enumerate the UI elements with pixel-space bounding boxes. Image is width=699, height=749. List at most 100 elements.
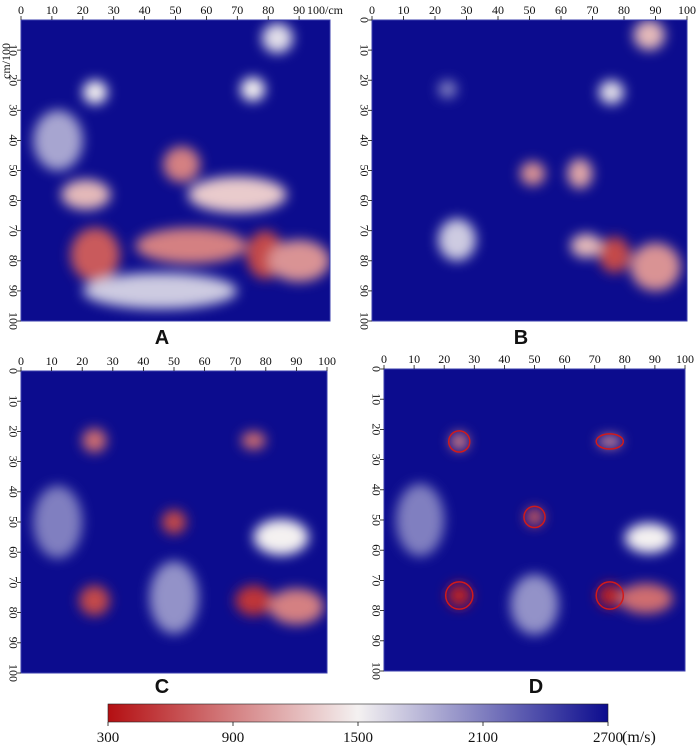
x-tick-label: 90: [650, 3, 662, 17]
y-axis-unit-label: cm/100: [0, 43, 13, 79]
x-tick-label: 90: [649, 352, 661, 366]
y-tick-label: 20: [357, 74, 371, 86]
highlight-circle: [595, 581, 625, 610]
panel-label-d: D: [529, 676, 543, 698]
panel-d-field: [396, 432, 673, 635]
x-tick-label: 0: [369, 3, 375, 17]
velocity-anomaly: [450, 432, 469, 451]
panel-c: 0 10 20 30 40 50 60 70 80 90 100 0 10 20 30 40 50 60 70 80 9…: [6, 354, 336, 682]
y-tick-label: 80: [357, 255, 371, 267]
y-tick-label: 40: [357, 134, 371, 146]
x-tick-label: 70: [229, 354, 241, 368]
x-tick-label: 30: [108, 3, 120, 17]
y-tick-label: 90: [357, 285, 371, 297]
x-tick-label: 20: [77, 3, 89, 17]
y-tick-label: 60: [369, 544, 383, 556]
x-tick-label: 80: [260, 354, 272, 368]
y-tick-label: 0: [6, 368, 20, 374]
x-tick-label: 80: [618, 3, 630, 17]
highlight-circle: [444, 581, 474, 610]
x-tick-label: 0: [18, 3, 24, 17]
velocity-anomaly: [447, 583, 472, 608]
x-tick-label: 30: [107, 354, 119, 368]
velocity-anomaly: [33, 485, 83, 559]
x-tick-label: 30: [468, 352, 480, 366]
x-tick-label: 20: [76, 354, 88, 368]
velocity-anomaly: [633, 20, 665, 51]
colorbar-unit: (m/s): [622, 729, 656, 746]
velocity-anomaly: [82, 428, 107, 453]
colorbar-gradient: [107, 703, 609, 723]
colorbar-tick-label: 2100: [468, 730, 498, 746]
x-tick-label: 70: [231, 3, 243, 17]
x-tick-label: 100: [678, 3, 696, 17]
y-tick-label: 90: [369, 635, 383, 647]
y-tick-label: 0: [369, 366, 383, 372]
x-tick-label: 20: [438, 352, 450, 366]
velocity-anomaly: [70, 227, 120, 282]
colorbar-tick-label: 2700: [593, 730, 623, 746]
x-tick-label: 100: [318, 354, 336, 368]
velocity-anomaly: [33, 110, 83, 171]
panels-group: 0 10 20 30 40 50 60 70 80 90102030405060708090100…: [6, 3, 696, 682]
y-tick-label: 20: [6, 74, 20, 86]
x-tick-label: 10: [408, 352, 420, 366]
panel-label-a: A: [155, 327, 169, 349]
velocity-anomaly: [79, 585, 110, 616]
velocity-anomaly: [396, 483, 445, 557]
y-tick-label: 30: [6, 456, 20, 468]
x-tick-label: 0: [18, 354, 24, 368]
y-tick-label: 40: [6, 134, 20, 146]
highlight-circle: [595, 433, 625, 450]
y-tick-label: 100: [6, 312, 20, 330]
y-tick-label: 60: [6, 546, 20, 558]
y-tick-label: 90: [6, 637, 20, 649]
x-tick-label: 60: [559, 352, 571, 366]
velocity-anomaly: [149, 561, 199, 634]
velocity-anomaly: [570, 233, 602, 258]
velocity-anomaly: [597, 435, 622, 448]
x-tick-label: 100: [676, 352, 694, 366]
velocity-anomaly: [241, 431, 266, 450]
y-tick-label: 30: [6, 104, 20, 116]
y-tick-label: 60: [6, 195, 20, 207]
y-tick-label: 70: [357, 225, 371, 237]
panel-a-field: [33, 23, 330, 309]
velocity-anomaly: [618, 583, 673, 614]
y-tick-label: 80: [6, 607, 20, 619]
velocity-anomaly: [82, 80, 108, 105]
colorbar-tick-label: 1500: [343, 730, 373, 746]
y-tick-label: 10: [357, 44, 371, 56]
y-tick-label: 50: [6, 165, 20, 177]
velocity-anomaly: [438, 218, 476, 261]
y-tick-label: 60: [357, 195, 371, 207]
velocity-anomaly: [567, 158, 593, 189]
y-tick-label: 30: [369, 454, 383, 466]
x-tick-label: 0: [381, 352, 387, 366]
y-tick-label: 70: [6, 225, 20, 237]
y-tick-label: 50: [6, 516, 20, 528]
highlight-circle: [523, 505, 546, 529]
x-axis-unit-label: 100/cm: [307, 3, 344, 17]
colorbar-ticks: 300 900 1500 2100 2700: [97, 722, 623, 746]
velocity-anomaly: [161, 509, 187, 535]
x-tick-label: 50: [168, 354, 180, 368]
velocity-anomaly: [268, 239, 330, 282]
panel-b: 0 10 20 30 40 50 60 70 80 90 100 0 10 20 30 40 50 60 70 80 9…: [357, 3, 696, 330]
y-tick-label: 20: [369, 423, 383, 435]
velocity-anomaly: [82, 272, 238, 309]
x-tick-label: 10: [398, 3, 410, 17]
velocity-anomaly: [520, 161, 546, 186]
x-tick-label: 20: [429, 3, 441, 17]
velocity-anomaly: [253, 518, 309, 556]
x-tick-label: 40: [492, 3, 504, 17]
x-tick-label: 60: [200, 3, 212, 17]
y-tick-label: 10: [6, 395, 20, 407]
velocity-anomaly: [235, 585, 272, 616]
y-tick-label: 80: [369, 605, 383, 617]
y-tick-label: 30: [357, 104, 371, 116]
x-tick-label: 10: [46, 3, 58, 17]
x-tick-label: 70: [587, 3, 599, 17]
y-tick-label: 40: [369, 484, 383, 496]
